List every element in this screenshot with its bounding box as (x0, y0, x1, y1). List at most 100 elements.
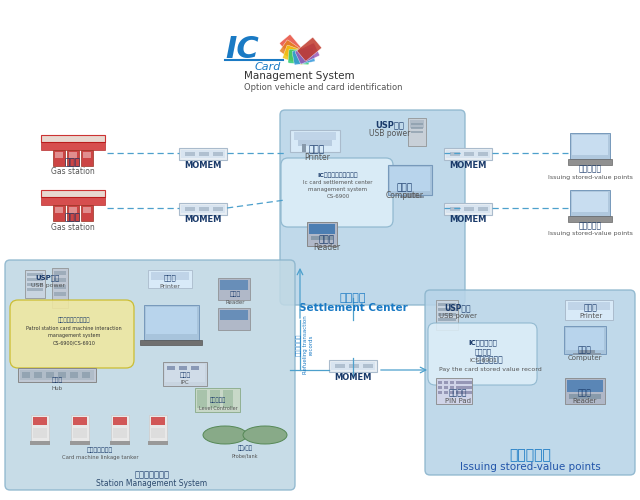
Bar (450, 391, 454, 394)
Bar (18, 368, 96, 382)
Text: USP电源: USP电源 (376, 120, 404, 130)
Bar (179, 148, 227, 160)
Text: 工控机: 工控机 (179, 372, 191, 378)
Text: Hub: Hub (51, 386, 63, 390)
Bar (400, 196, 424, 198)
Bar (444, 386, 448, 389)
FancyBboxPatch shape (280, 34, 303, 59)
Bar (20, 370, 94, 380)
Text: Option vehicle and card identification: Option vehicle and card identification (244, 82, 403, 92)
Text: Issuing stored-value points: Issuing stored-value points (548, 174, 632, 180)
Bar (411, 131, 423, 133)
Text: management system: management system (308, 188, 367, 192)
Bar (464, 152, 474, 156)
Bar (460, 386, 464, 389)
Bar (213, 207, 223, 211)
Text: IC: IC (225, 36, 259, 64)
Bar (294, 132, 336, 140)
Bar (572, 135, 608, 155)
Text: 计算机: 计算机 (397, 184, 413, 192)
Bar (438, 381, 442, 384)
Bar (456, 381, 460, 384)
Text: MOMEM: MOMEM (334, 372, 372, 382)
Bar (54, 271, 66, 275)
Bar (213, 152, 223, 156)
Text: Gas station: Gas station (51, 222, 95, 232)
Bar (570, 133, 610, 159)
Bar (335, 364, 345, 368)
Text: ICS-6901: ICS-6901 (469, 358, 497, 364)
Text: USP电源: USP电源 (36, 274, 60, 281)
Text: USB power: USB power (31, 284, 65, 288)
Text: MOMEM: MOMEM (449, 160, 486, 170)
Bar (41, 142, 105, 150)
Bar (148, 270, 192, 288)
Bar (199, 152, 209, 156)
Bar (438, 303, 456, 306)
Bar (569, 394, 601, 399)
Bar (570, 190, 610, 216)
Text: 发卡储値点: 发卡储値点 (579, 222, 602, 230)
Text: Station Management System: Station Management System (97, 480, 207, 488)
Text: Pay the card stored value record: Pay the card stored value record (438, 366, 541, 372)
Bar (438, 386, 442, 389)
Text: CS-6900/CS-6910: CS-6900/CS-6910 (52, 340, 95, 345)
Text: MOMEM: MOMEM (184, 160, 221, 170)
Bar (390, 167, 430, 191)
Bar (298, 140, 332, 146)
Bar (478, 152, 488, 156)
FancyBboxPatch shape (425, 290, 635, 475)
Bar (408, 118, 426, 146)
Bar (70, 441, 90, 445)
Bar (179, 203, 227, 215)
Text: USP电源: USP电源 (445, 304, 471, 312)
Bar (568, 302, 610, 310)
Bar (73, 417, 87, 425)
Bar (33, 417, 47, 425)
Text: Printer: Printer (579, 313, 603, 319)
Bar (181, 150, 225, 158)
Bar (309, 224, 335, 234)
Bar (444, 203, 492, 215)
Bar (31, 415, 49, 441)
Bar (34, 372, 42, 378)
Text: Level Controller: Level Controller (198, 406, 237, 410)
Text: Printer: Printer (304, 154, 330, 162)
Bar (30, 441, 50, 445)
Bar (148, 441, 168, 445)
Bar (450, 381, 454, 384)
Text: USB power: USB power (439, 313, 477, 319)
Text: 管理系统: 管理系统 (474, 348, 492, 356)
Bar (185, 152, 195, 156)
Text: 加油站: 加油站 (65, 214, 81, 222)
Bar (446, 150, 490, 158)
Text: 集线器: 集线器 (51, 377, 63, 383)
Text: Computer: Computer (386, 192, 424, 200)
Text: 读卡器: 读卡器 (319, 236, 335, 244)
Text: 加油交易记录: 加油交易记录 (296, 334, 302, 356)
Bar (450, 152, 460, 156)
Bar (83, 207, 91, 213)
Bar (81, 205, 93, 221)
Text: USB power: USB power (369, 128, 411, 138)
Text: Patrol station card machine interaction: Patrol station card machine interaction (26, 326, 122, 332)
Bar (197, 390, 207, 408)
Bar (446, 205, 490, 213)
Text: 读卡器: 读卡器 (229, 291, 241, 297)
Text: PIN Pad: PIN Pad (445, 398, 471, 404)
Bar (450, 386, 454, 389)
Bar (41, 190, 105, 197)
Text: Issuing stored-value points: Issuing stored-value points (460, 462, 600, 472)
Text: 读卡器: 读卡器 (578, 388, 592, 398)
Bar (438, 318, 456, 321)
Text: CS-6900: CS-6900 (326, 194, 349, 200)
Text: 打印机: 打印机 (584, 304, 598, 312)
Text: IPC: IPC (180, 380, 189, 386)
Bar (165, 364, 205, 382)
Bar (195, 388, 240, 412)
Bar (223, 390, 233, 408)
Bar (69, 152, 77, 158)
FancyBboxPatch shape (5, 260, 295, 490)
Bar (564, 326, 606, 354)
Bar (83, 152, 91, 158)
